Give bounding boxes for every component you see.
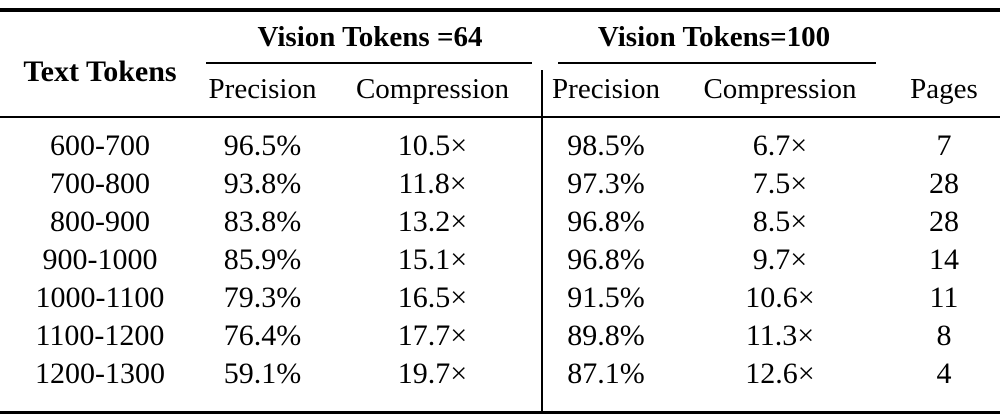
group-header-vt64: Vision Tokens =64 <box>200 12 540 64</box>
cell-precision-100: 89.8% <box>567 318 645 352</box>
cell-text-tokens: 1100-1200 <box>35 318 165 352</box>
cell-compression-64: 17.7× <box>397 318 468 352</box>
cell-text-tokens: 600-700 <box>50 128 150 162</box>
cell-compression-64: 11.8× <box>398 166 467 200</box>
cell-compression-64: 13.2× <box>397 204 468 238</box>
cell-text-tokens: 700-800 <box>50 166 150 200</box>
cell-compression-100: 11.3× <box>745 318 815 352</box>
cell-compression-100: 7.5× <box>752 166 808 200</box>
top-rule <box>0 8 1000 12</box>
group-header-vt100-label: Vision Tokens=100 <box>597 21 831 53</box>
cell-pages: 4 <box>936 356 952 390</box>
group-header-vt64-label: Vision Tokens =64 <box>257 21 483 53</box>
cell-compression-100: 9.7× <box>752 242 808 276</box>
cell-compression-100: 10.6× <box>745 280 815 314</box>
cell-compression-64: 16.5× <box>397 280 468 314</box>
cell-pages: 14 <box>929 242 959 276</box>
cell-precision-64: 85.9% <box>223 242 302 276</box>
cell-precision-64: 83.8% <box>223 204 302 238</box>
cell-pages: 7 <box>936 128 952 162</box>
cell-text-tokens: 1000-1100 <box>35 280 165 314</box>
cell-compression-64: 19.7× <box>397 356 468 390</box>
col-header-pages: Pages <box>910 73 978 105</box>
corner-header: Text Tokens <box>23 54 177 88</box>
cell-precision-100: 98.5% <box>567 128 645 162</box>
group-header-vt100: Vision Tokens=100 <box>540 12 888 64</box>
cell-compression-64: 15.1× <box>397 242 468 276</box>
cell-pages: 11 <box>929 280 959 314</box>
cell-precision-64: 96.5% <box>223 128 302 162</box>
table-body: 600-700 96.5% 10.5× 98.5% 6.7× 7 700-800… <box>0 118 1000 411</box>
cell-compression-64: 10.5× <box>397 128 468 162</box>
cell-precision-64: 93.8% <box>223 166 302 200</box>
col-header-precision-100: Precision <box>552 73 660 105</box>
cell-text-tokens: 900-1000 <box>42 242 158 276</box>
table-header: Text Tokens Vision Tokens =64 Vision Tok… <box>0 12 1000 116</box>
cmidrule-vt100 <box>558 62 876 64</box>
col-header-compression-64: Compression <box>355 73 510 105</box>
bottom-rule <box>0 410 1000 414</box>
cell-compression-100: 8.5× <box>752 204 808 238</box>
cell-precision-100: 97.3% <box>567 166 645 200</box>
cell-precision-100: 91.5% <box>567 280 645 314</box>
cell-text-tokens: 800-900 <box>50 204 150 238</box>
cmidrule-vt64 <box>206 62 532 64</box>
cell-compression-100: 12.6× <box>745 356 815 390</box>
cell-pages: 8 <box>936 318 952 352</box>
cell-compression-100: 6.7× <box>752 128 808 162</box>
cell-precision-64: 76.4% <box>223 318 302 352</box>
group-divider-line <box>541 70 543 411</box>
cell-text-tokens: 1200-1300 <box>35 356 165 390</box>
col-header-compression-100: Compression <box>703 73 857 105</box>
cell-precision-100: 87.1% <box>567 356 645 390</box>
cell-precision-100: 96.8% <box>567 204 645 238</box>
cell-pages: 28 <box>929 204 959 238</box>
header-separator-rule <box>0 115 1000 118</box>
cell-precision-64: 79.3% <box>223 280 302 314</box>
cell-precision-64: 59.1% <box>223 356 302 390</box>
cell-precision-100: 96.8% <box>567 242 645 276</box>
cell-pages: 28 <box>929 166 959 200</box>
col-header-precision-64: Precision <box>208 73 317 105</box>
